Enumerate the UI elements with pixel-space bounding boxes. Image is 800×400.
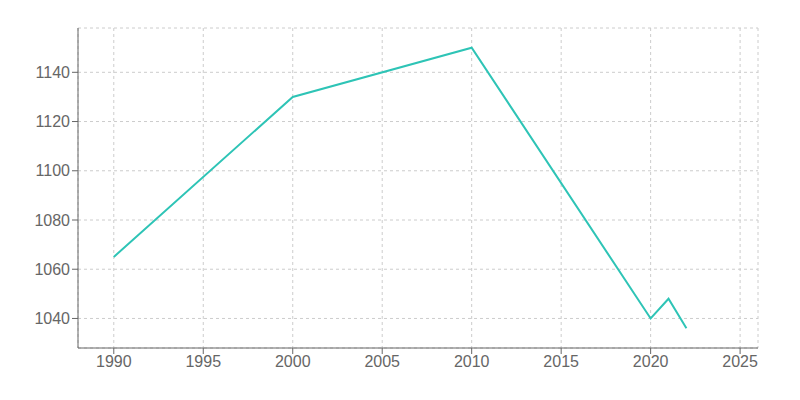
- svg-text:1060: 1060: [34, 261, 70, 278]
- svg-text:1995: 1995: [185, 353, 221, 370]
- svg-text:2000: 2000: [275, 353, 311, 370]
- svg-text:2025: 2025: [722, 353, 758, 370]
- svg-text:1140: 1140: [36, 64, 71, 81]
- svg-text:1100: 1100: [36, 162, 71, 179]
- svg-text:2020: 2020: [633, 353, 669, 370]
- svg-text:1080: 1080: [34, 212, 70, 229]
- svg-text:1040: 1040: [34, 310, 70, 327]
- svg-text:2015: 2015: [543, 353, 579, 370]
- svg-text:1120: 1120: [36, 113, 71, 130]
- svg-text:2005: 2005: [364, 353, 400, 370]
- svg-text:1990: 1990: [96, 353, 132, 370]
- svg-text:2010: 2010: [454, 353, 490, 370]
